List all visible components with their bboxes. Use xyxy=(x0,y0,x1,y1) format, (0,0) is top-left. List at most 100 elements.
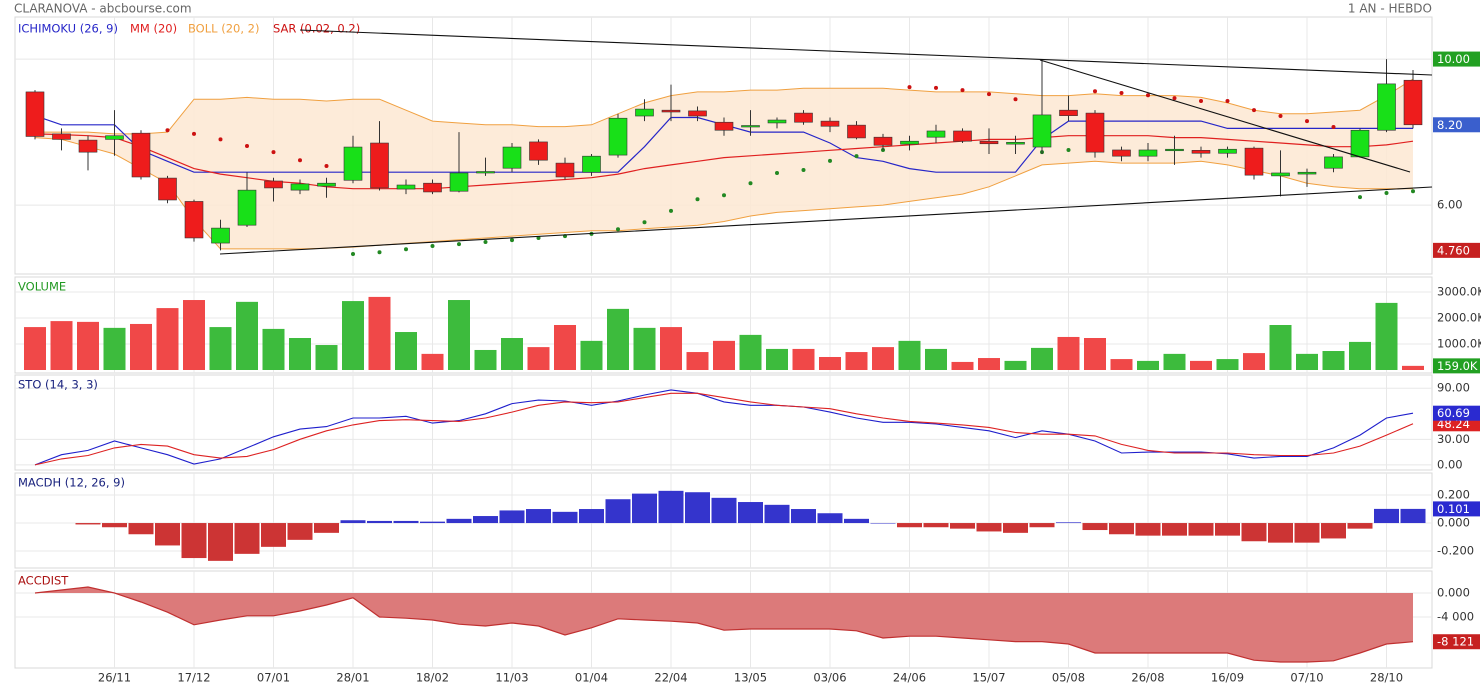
y-tick-label: -4 000 xyxy=(1437,610,1474,624)
x-tick-label: 11/03 xyxy=(495,671,528,685)
candle-body xyxy=(555,162,575,178)
sar-dot xyxy=(960,88,965,93)
candle-body xyxy=(78,139,98,153)
y-tick-label: 0.000 xyxy=(1437,586,1470,600)
sar-dot xyxy=(748,181,753,186)
x-tick-label: 15/07 xyxy=(972,671,1005,685)
panel-title: MACDH (12, 26, 9) xyxy=(18,476,125,490)
legend-label: BOLL (20, 2) xyxy=(188,22,259,36)
bar xyxy=(1135,523,1161,536)
bar xyxy=(925,348,947,370)
bar xyxy=(764,504,790,524)
boll-lower-line xyxy=(34,137,1413,250)
bar xyxy=(24,327,46,370)
bar xyxy=(1402,365,1424,370)
sar-dot xyxy=(1093,89,1097,94)
bar xyxy=(1082,523,1108,531)
sar-dot xyxy=(987,92,991,97)
bar xyxy=(103,327,126,370)
bar xyxy=(315,345,338,370)
sar-dot xyxy=(218,137,223,142)
candle-body xyxy=(661,109,681,113)
bar xyxy=(393,520,419,524)
sar-dot xyxy=(1199,99,1203,104)
value-marker-label: 4.760 xyxy=(1437,243,1470,257)
bar xyxy=(1349,341,1371,370)
y-tick-label: 0.000 xyxy=(1437,516,1470,530)
y-tick-label: 3000.0K xyxy=(1437,284,1481,298)
candle-body xyxy=(1085,112,1105,153)
bar xyxy=(526,509,551,524)
candle-body xyxy=(926,130,946,138)
panel-frame xyxy=(14,16,1433,275)
sar-dot xyxy=(351,252,355,257)
legend-label: MM (20) xyxy=(130,22,177,36)
value-marker-box xyxy=(1433,405,1480,421)
trend-line xyxy=(299,29,1433,76)
candle-body xyxy=(1324,156,1343,169)
bar xyxy=(209,327,232,370)
candle-body xyxy=(449,172,469,192)
panel-title: ACCDIST xyxy=(18,574,69,588)
bar xyxy=(395,332,417,370)
sar-dot xyxy=(1278,114,1283,119)
bar xyxy=(130,323,152,370)
sar-dot xyxy=(430,243,435,248)
bar xyxy=(1400,508,1426,524)
candle-body xyxy=(502,146,522,169)
panel-title: VOLUME xyxy=(18,280,66,294)
candle-body xyxy=(158,177,177,201)
sar-dot xyxy=(404,247,408,252)
sar-dot xyxy=(1358,195,1362,200)
bar xyxy=(50,321,73,370)
y-tick-label: 6.00 xyxy=(1437,198,1463,212)
y-tick-label: 0.200 xyxy=(1437,488,1470,502)
x-tick-label: 22/04 xyxy=(654,671,687,685)
bar xyxy=(817,513,843,524)
x-tick-label: 28/01 xyxy=(336,671,369,685)
sar-dot xyxy=(1225,99,1230,104)
candle-body xyxy=(290,183,310,191)
x-tick-label: 16/09 xyxy=(1211,671,1244,685)
bar xyxy=(1294,523,1320,543)
bar xyxy=(155,523,180,546)
candle-body xyxy=(476,171,495,174)
candle-body xyxy=(370,142,389,189)
x-tick-label: 07/01 xyxy=(257,671,290,685)
bar xyxy=(738,502,763,524)
bar xyxy=(473,516,498,524)
x-tick-label: 03/06 xyxy=(813,671,846,685)
bar xyxy=(607,308,629,370)
y-tick-label: 0.00 xyxy=(1437,457,1463,471)
sar-dot xyxy=(271,150,276,155)
y-tick-label: 30.00 xyxy=(1437,432,1470,446)
bar xyxy=(1322,351,1345,370)
bar xyxy=(792,348,815,370)
sar-dot xyxy=(1172,96,1177,101)
bar xyxy=(77,321,99,370)
bar xyxy=(1296,353,1318,370)
sar-dot xyxy=(1331,124,1336,129)
candle-body xyxy=(1059,109,1078,116)
bar xyxy=(1084,338,1106,370)
bar xyxy=(1137,360,1159,370)
x-tick-label: 18/02 xyxy=(416,671,449,685)
sar-dot xyxy=(642,220,647,225)
candle-body xyxy=(873,136,893,146)
bar xyxy=(1188,523,1214,536)
bar xyxy=(1241,523,1267,542)
bar xyxy=(844,518,869,524)
sar-dot xyxy=(483,239,488,244)
candle-body xyxy=(105,135,124,140)
candle-body xyxy=(741,125,760,128)
bar xyxy=(236,301,258,370)
sar-dot xyxy=(854,154,859,159)
bar xyxy=(711,497,737,524)
bar xyxy=(1321,523,1346,539)
bar xyxy=(739,334,762,370)
sar-dot xyxy=(1066,147,1071,152)
bar xyxy=(183,300,205,370)
candle-body xyxy=(396,184,416,190)
candle-body xyxy=(529,141,548,161)
sar-dot xyxy=(669,208,673,213)
